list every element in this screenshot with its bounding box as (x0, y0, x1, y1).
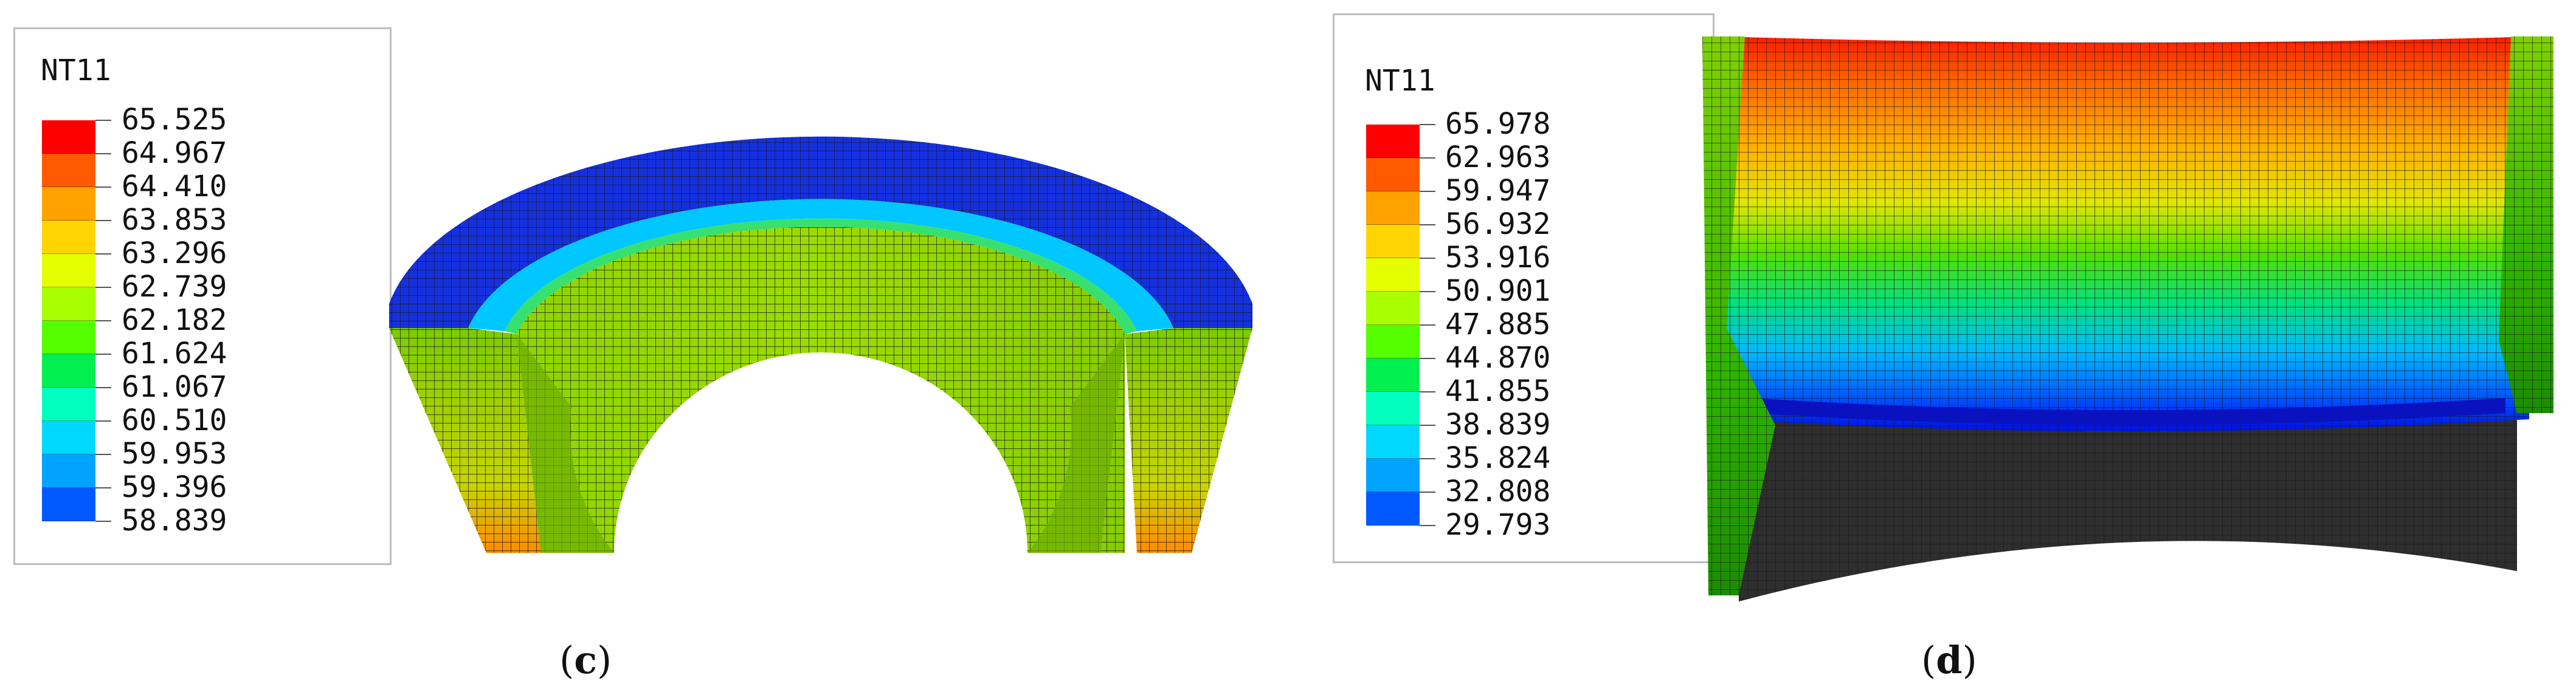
legend-value: 63.296 (122, 236, 227, 270)
legend-tick (95, 387, 111, 388)
legend-tick (95, 487, 111, 488)
swatch (1366, 158, 1420, 191)
swatch (1366, 459, 1420, 492)
legend-value: 61.067 (122, 370, 227, 404)
legend-value: 62.963 (1445, 140, 1551, 174)
legend-tick (1420, 425, 1435, 426)
legend-tick (1420, 458, 1435, 459)
legend-tick (95, 320, 111, 321)
swatch (1366, 191, 1420, 225)
legend-title-d: NT11 (1365, 64, 1435, 98)
legend-value: 65.978 (1445, 107, 1551, 141)
legend-tick (1420, 492, 1435, 493)
legend-tick (1420, 224, 1435, 225)
legend-value: 59.947 (1445, 174, 1551, 208)
legend-value: 41.855 (1445, 374, 1551, 408)
legend-value: 58.839 (122, 504, 227, 538)
swatch (42, 421, 95, 454)
legend-tick (1420, 525, 1435, 526)
caption-d: (d) (1921, 638, 1977, 682)
caption-c: (c) (559, 638, 612, 682)
legend-tick (95, 454, 111, 455)
legend-tick (1420, 358, 1435, 359)
legend-value: 56.932 (1445, 207, 1551, 241)
legend-tick (95, 521, 111, 522)
legend-tick (95, 287, 111, 288)
legend-values-c: 65.525 64.967 64.410 63.853 63.296 62.73… (122, 103, 227, 538)
legend-value: 60.510 (122, 403, 227, 437)
legend-tick (1420, 324, 1435, 326)
legend-tick (95, 187, 111, 188)
swatch (42, 354, 95, 388)
figure-panel-d: NT11 65.978 62.963 59.947 56.932 53.916 … (1307, 0, 2576, 692)
legend-tick (95, 220, 111, 221)
legend-value: 64.967 (122, 136, 227, 170)
legend-title-c: NT11 (41, 53, 111, 87)
legend-tick (95, 120, 111, 121)
legend-value: 65.525 (122, 103, 227, 137)
legend-box-c: NT11 65.525 64.967 64.410 63.853 63.296 … (13, 27, 392, 565)
swatch (1366, 392, 1420, 425)
legend-value: 61.624 (122, 337, 227, 371)
legend-tick (1420, 191, 1435, 192)
figure-panel-c: NT11 65.525 64.967 64.410 63.853 63.296 … (13, 27, 1252, 682)
legend-tick (95, 354, 111, 355)
legend-box-d: NT11 65.978 62.963 59.947 56.932 53.916 … (1333, 13, 1714, 563)
legend-tick (1420, 157, 1435, 159)
legend-tick (95, 253, 111, 255)
swatch (1366, 225, 1420, 258)
legend-tick (1420, 291, 1435, 292)
swatch (42, 254, 95, 287)
color-scale-c (42, 120, 111, 522)
legend-value: 47.885 (1445, 307, 1551, 341)
swatch (1366, 492, 1420, 526)
swatch (1366, 125, 1420, 158)
swatch (1366, 425, 1420, 459)
swatch (42, 120, 95, 154)
swatch (42, 154, 95, 187)
legend-value: 64.410 (122, 170, 227, 204)
swatch (42, 221, 95, 254)
legend-value: 29.793 (1445, 508, 1551, 542)
legend-tick (1420, 258, 1435, 259)
swatch (1366, 325, 1420, 358)
legend-value: 53.916 (1445, 241, 1551, 275)
legend-value: 59.396 (122, 470, 227, 504)
legend-tick (95, 153, 111, 154)
legend-tick (1420, 391, 1435, 392)
legend-tick (1420, 124, 1435, 125)
legend-value: 59.953 (122, 437, 227, 471)
legend-value: 63.853 (122, 203, 227, 237)
swatch (1366, 258, 1420, 292)
ring-model-c (389, 136, 1252, 553)
swatch (42, 488, 95, 521)
legend-value: 32.808 (1445, 474, 1551, 509)
swatch (42, 287, 95, 321)
legend-value: 62.739 (122, 270, 227, 304)
swatch (1366, 292, 1420, 325)
legend-values-d: 65.978 62.963 59.947 56.932 53.916 50.90… (1445, 108, 1550, 542)
legend-value: 62.182 (122, 303, 227, 337)
swatch (42, 187, 95, 221)
legend-value: 38.839 (1445, 408, 1551, 442)
legend-value: 35.824 (1445, 441, 1551, 475)
swatch (42, 388, 95, 421)
swatch (42, 321, 95, 354)
swatch (42, 454, 95, 488)
color-scale-d (1366, 124, 1435, 526)
legend-value: 50.901 (1445, 274, 1551, 308)
legend-tick (95, 420, 111, 422)
cylinder-model-d (1702, 36, 2554, 601)
swatch (1366, 358, 1420, 392)
legend-value: 44.870 (1445, 341, 1551, 375)
